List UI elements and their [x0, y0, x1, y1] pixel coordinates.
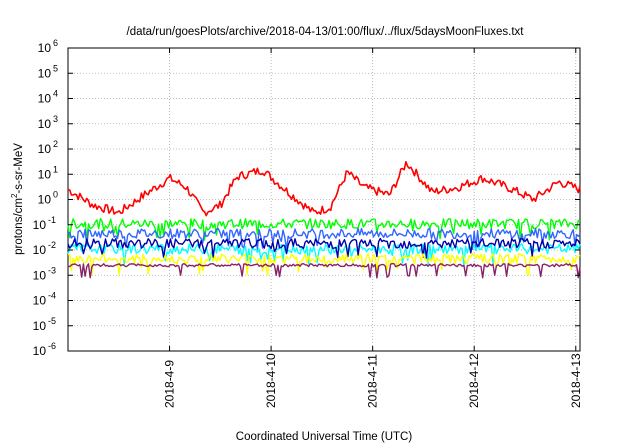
y-tick-label: 10 -3 [33, 265, 56, 282]
grid [68, 48, 580, 351]
x-tick-label: 2018-4-11 [366, 354, 380, 408]
y-tick-label: 10 -2 [33, 240, 56, 257]
x-tick-label: 2018-4-12 [467, 353, 481, 408]
y-tick-label: 10 1 [38, 164, 58, 181]
y-tick-label: 10 2 [38, 139, 58, 156]
series-line [67, 263, 581, 279]
y-tick-label: 10 0 [38, 190, 58, 207]
series-line [67, 217, 581, 241]
x-tick-label: 2018-4-13 [569, 353, 583, 408]
x-tick-label: 2018-4-9 [163, 360, 177, 408]
series-line [67, 227, 581, 251]
y-tick-label: 10 -1 [33, 215, 56, 232]
x-axis-label: Coordinated Universal Time (UTC) [236, 431, 413, 443]
chart-title: /data/run/goesPlots/archive/2018-04-13/0… [127, 26, 525, 38]
y-axis-ticks: 10 -6 10 -5 10 -4 10 -3 10 -2 10 -1 10 0 10 1 10 2 10 3 10 4 1… [33, 38, 580, 358]
series-line [67, 161, 581, 217]
y-axis-label: protons/cm2-s-sr-MeV [10, 143, 25, 255]
y-tick-label: 10 6 [38, 38, 58, 55]
series-group [67, 161, 581, 279]
y-tick-label: 10 -6 [33, 341, 56, 358]
series-line [67, 237, 581, 259]
x-tick-label: 2018-4-10 [264, 353, 278, 408]
y-tick-label: 10 3 [38, 114, 58, 131]
x-axis-ticks: 2018-4-9 2018-4-10 2018-4-11 2018-4-12 2018-… [163, 48, 583, 408]
y-tick-label: 10 5 [38, 63, 58, 80]
series-line [67, 252, 581, 276]
y-tick-label: 10 -5 [33, 316, 56, 333]
y-tick-label: 10 4 [38, 89, 58, 106]
y-tick-label: 10 -4 [33, 291, 56, 308]
